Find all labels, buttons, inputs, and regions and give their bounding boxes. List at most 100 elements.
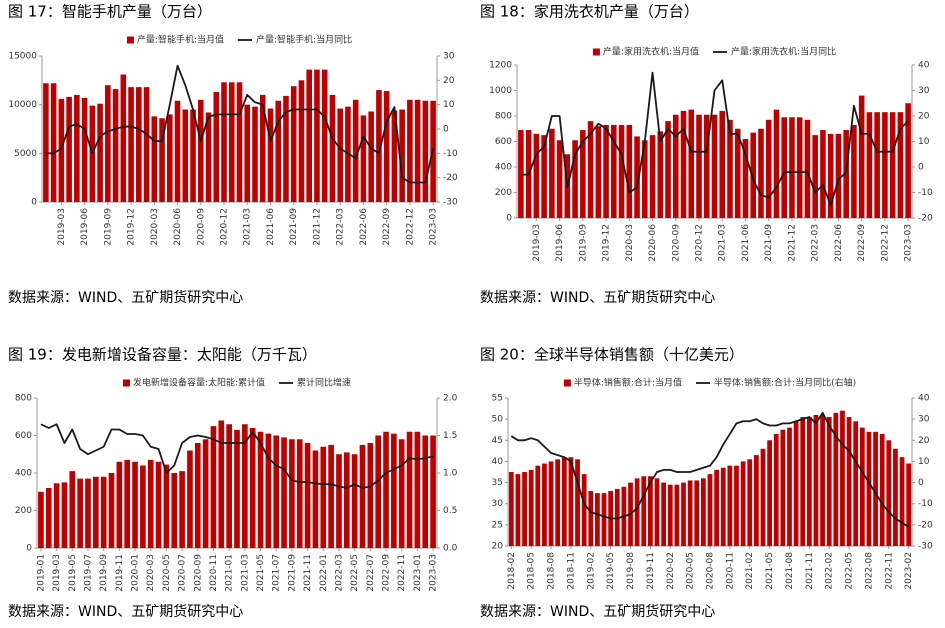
bar [337, 108, 343, 202]
bar [100, 476, 107, 548]
bar [422, 100, 429, 202]
bar [69, 471, 76, 548]
y-tick-label: 0 [26, 544, 32, 554]
bar [234, 429, 240, 548]
x-tick-label: 2021-11 [303, 554, 313, 592]
bar [866, 112, 873, 218]
y2-tick-label: -10 [918, 188, 933, 198]
x-tick-label: 2021-09 [289, 208, 299, 246]
bar [767, 440, 772, 546]
bar [430, 435, 436, 548]
bar [283, 95, 289, 202]
legend-label: 产量:家用洗衣机:当月同比 [731, 46, 836, 58]
bar [252, 106, 258, 202]
x-tick-label: 2020-11 [725, 552, 735, 590]
bar [194, 443, 201, 548]
bar [548, 461, 554, 546]
bar [753, 455, 759, 546]
y2-tick-label: -20 [918, 214, 933, 224]
bar [667, 484, 673, 546]
x-tick-label: 2020-09 [671, 224, 681, 262]
y-tick-label: 200 [495, 188, 512, 198]
bar [874, 112, 880, 218]
bar [321, 69, 328, 202]
y2-tick-label: 1.0 [443, 469, 458, 479]
bar [760, 448, 766, 546]
y2-tick-label: 0.5 [443, 506, 457, 516]
y2-tick-label: 10 [918, 137, 930, 147]
chart-title: 图 19：发电新增设备容量：太阳能（万千瓦） [8, 346, 317, 364]
y2-tick-label: 2.0 [443, 394, 458, 404]
bar [281, 437, 287, 548]
bar [275, 100, 282, 202]
y2-tick-label: 1.5 [443, 431, 457, 441]
bar [665, 121, 671, 218]
x-tick-label: 2019-05 [68, 554, 78, 592]
chart-panel: 图 18：家用洗衣机产量（万台）数据来源：WIND、五矿期货研究中心020040… [480, 3, 933, 307]
y-tick-label: 20 [492, 542, 504, 552]
bar [187, 450, 193, 548]
y2-tick-label: 40 [918, 394, 930, 404]
bar [422, 435, 429, 548]
x-tick-label: 2020-01 [131, 554, 141, 592]
bar [587, 121, 594, 218]
bar [858, 95, 865, 218]
x-tick-label: 2022-11 [397, 554, 407, 592]
bar [765, 119, 772, 218]
bar [508, 472, 514, 546]
bar [833, 412, 839, 546]
bar [93, 476, 99, 548]
bar [734, 465, 739, 546]
bar [81, 97, 88, 202]
line-series [40, 423, 434, 489]
y-tick-label: 25 [492, 520, 503, 530]
y-tick-label: 45 [492, 436, 503, 446]
chart-title: 图 20：全球半导体销售额（十亿美元） [480, 346, 744, 364]
bar [182, 109, 189, 202]
bar [806, 417, 812, 546]
y-tick-label: 200 [15, 506, 32, 516]
bar [758, 128, 764, 218]
y-tick-label: 0 [506, 214, 512, 224]
y-tick-label: 1200 [489, 61, 512, 71]
y2-tick-label: -30 [918, 542, 933, 552]
y-tick-label: 50 [492, 415, 504, 425]
x-tick-label: 2021-09 [764, 224, 774, 262]
bar [835, 133, 842, 218]
x-tick-label: 2019-11 [646, 552, 656, 590]
bar [197, 99, 204, 202]
bar [383, 91, 390, 202]
x-tick-label: 2021-09 [287, 554, 297, 592]
bar [163, 464, 170, 548]
bar [351, 454, 358, 548]
bar [727, 119, 733, 218]
bar [136, 87, 142, 202]
x-tick-label: 2022-07 [366, 554, 376, 592]
bar [720, 467, 726, 546]
x-tick-label: 2020-12 [695, 224, 705, 262]
x-tick-label: 2019-09 [578, 224, 588, 262]
bar [159, 118, 165, 202]
bar [368, 111, 374, 202]
x-tick-label: 2019-09 [99, 554, 109, 592]
bar [407, 99, 413, 202]
bar [167, 114, 173, 202]
bar [108, 473, 115, 548]
bar [226, 424, 232, 548]
y2-tick-label: 30 [918, 415, 930, 425]
bar [747, 459, 753, 546]
bar [694, 480, 700, 546]
x-tick-label: 2019-01 [36, 554, 46, 592]
bar [221, 82, 227, 202]
bar [820, 414, 825, 546]
x-tick-label: 2019-02 [586, 552, 596, 590]
bar [595, 126, 602, 218]
bar [618, 124, 625, 218]
bar [228, 82, 235, 202]
x-tick-label: 2020-11 [209, 554, 219, 592]
x-tick-label: 2019-06 [80, 208, 90, 246]
bar [257, 431, 264, 548]
bar [128, 87, 134, 202]
bar [328, 444, 334, 548]
bar [542, 463, 547, 546]
